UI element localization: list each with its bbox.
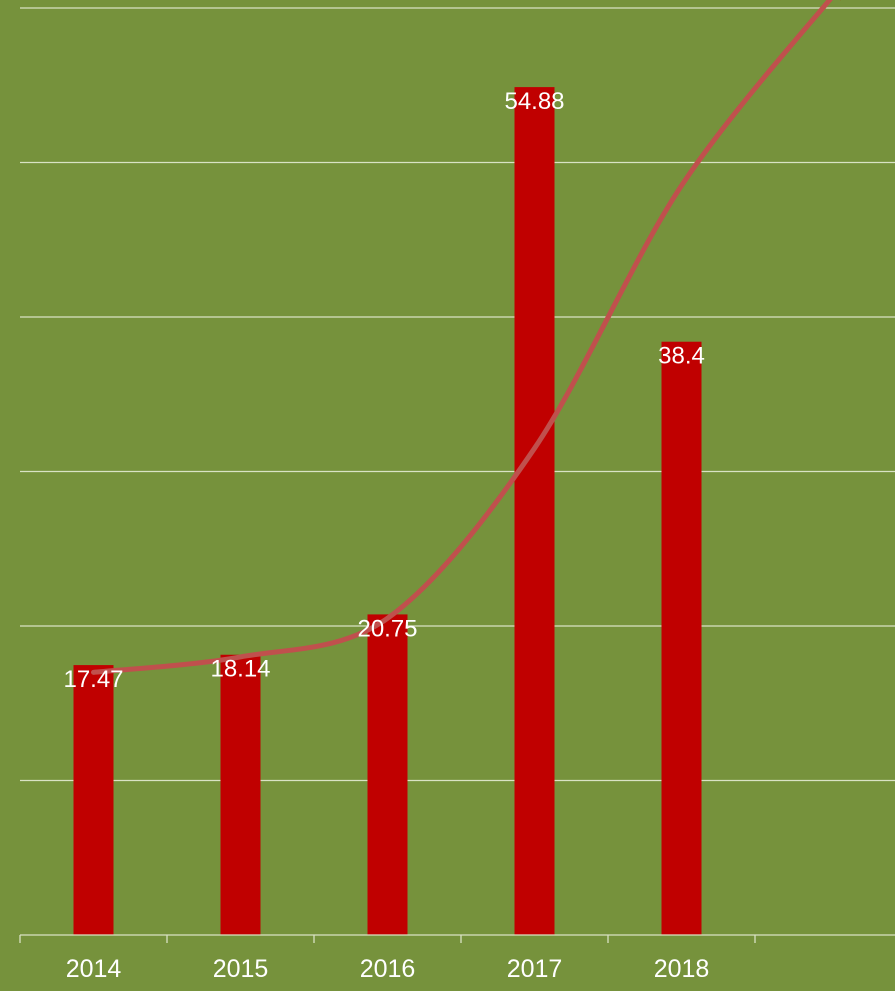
bar-2018: [661, 341, 702, 936]
bar-2015: [220, 654, 261, 935]
x-axis: 2014 2015 2016 2017 2018: [19, 934, 895, 983]
bar-2016: [367, 614, 408, 935]
data-label-2016: 20.75: [357, 615, 417, 642]
data-label-2015: 18.14: [210, 656, 270, 683]
trendline-path: [91, 0, 833, 675]
trendline-arrowhead: [840, 0, 841, 1]
x-tick-label-2016: 2016: [360, 955, 416, 983]
data-label-2014: 17.47: [63, 666, 123, 693]
bar-series: [73, 87, 702, 936]
data-label-2018: 38.4: [658, 343, 705, 370]
gridlines: [20, 7, 895, 782]
data-label-2017: 54.88: [504, 88, 564, 115]
bar-2017: [514, 87, 555, 935]
bar-2014: [73, 665, 114, 935]
x-tick-label-2014: 2014: [66, 955, 122, 983]
trendline: [91, 0, 841, 675]
data-labels: 17.47 18.14 20.75 54.88 38.4: [63, 88, 704, 693]
x-tick-label-2015: 2015: [213, 955, 269, 983]
x-tick-label-2017: 2017: [507, 955, 563, 983]
x-tick-label-2018: 2018: [654, 955, 710, 983]
